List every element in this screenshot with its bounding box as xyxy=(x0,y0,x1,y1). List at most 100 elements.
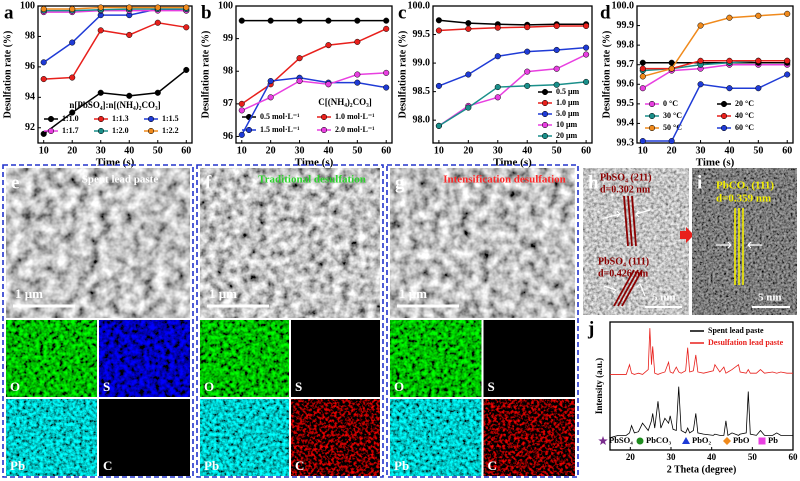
legend-label: 5.0 μm xyxy=(556,109,580,118)
data-point xyxy=(668,65,675,72)
y-tick-label: 99.9 xyxy=(617,20,635,31)
scale-label: 1 μm xyxy=(209,286,237,301)
data-point xyxy=(583,78,590,85)
transition-arrow xyxy=(680,227,694,243)
x-tick-label: 50 xyxy=(748,452,758,462)
data-point xyxy=(154,89,161,96)
series-line xyxy=(642,73,788,142)
x-tick-label: 10 xyxy=(434,145,444,156)
legend-label: 1:1.0 xyxy=(62,114,79,123)
y-tick-label: 99.0 xyxy=(413,57,431,68)
lattice-fringe xyxy=(617,269,639,307)
data-point xyxy=(40,130,47,137)
series-line xyxy=(438,19,587,26)
eds-map xyxy=(390,399,482,476)
y-tick-label: 98 xyxy=(25,31,35,42)
data-point xyxy=(755,85,762,92)
data-point xyxy=(639,137,646,145)
circle-symbol xyxy=(636,437,644,445)
y-tick-label: 99.8 xyxy=(617,39,635,50)
data-point xyxy=(494,53,501,60)
x-tick-label: 60 xyxy=(381,145,391,156)
series-line xyxy=(43,6,187,10)
data-point xyxy=(524,48,531,55)
sem-image xyxy=(6,168,190,318)
data-point xyxy=(126,92,133,99)
series-line xyxy=(438,81,587,127)
data-point xyxy=(465,25,472,32)
legend-marker xyxy=(541,88,549,96)
y-tick-label: 100.0 xyxy=(612,0,635,11)
legend-marker xyxy=(147,115,155,123)
data-point xyxy=(639,59,646,66)
plot-frame xyxy=(235,5,393,144)
data-point xyxy=(69,39,76,46)
series-line xyxy=(642,13,788,78)
legend-label: 1.0 μm xyxy=(556,98,580,107)
legend-marker xyxy=(97,115,105,123)
data-point xyxy=(383,69,390,76)
x-tick-label: 40 xyxy=(724,145,734,156)
series-line xyxy=(43,69,187,135)
eds-element-label: O xyxy=(394,379,404,394)
data-point xyxy=(354,79,361,86)
eds-element-label: Pb xyxy=(394,458,409,473)
data-point xyxy=(154,19,161,26)
plane-label: PbSO₄ (111) xyxy=(598,256,649,267)
x-tick-label: 20 xyxy=(667,145,677,156)
phase-legend-label: Pb xyxy=(768,435,778,445)
data-point xyxy=(755,12,762,19)
data-point xyxy=(784,10,791,17)
legend-marker xyxy=(245,126,253,134)
data-point xyxy=(296,17,303,24)
legend-label: Spent lead paste xyxy=(708,326,764,335)
x-axis-label: Time (s) xyxy=(295,157,334,169)
legend-label: 1:1.7 xyxy=(62,126,79,135)
diamond-symbol xyxy=(723,437,731,445)
series-line xyxy=(609,386,793,439)
y-tick-label: 98.0 xyxy=(413,114,431,125)
data-point xyxy=(726,14,733,21)
data-point xyxy=(553,65,560,72)
data-point xyxy=(435,27,442,34)
data-point xyxy=(267,94,274,101)
legend-marker xyxy=(47,127,55,135)
x-tick-label: 10 xyxy=(39,145,49,156)
data-point xyxy=(126,31,133,38)
panel-label: e xyxy=(11,172,19,193)
series-line xyxy=(610,328,793,375)
data-point xyxy=(354,38,361,45)
scale-label: 1 μm xyxy=(399,286,427,301)
eds-map xyxy=(200,320,289,397)
legend-marker xyxy=(97,127,105,135)
plane-label: PbSO₄ (211) xyxy=(600,172,652,183)
scale-label: 5 nm xyxy=(652,292,676,304)
series-line xyxy=(241,72,387,112)
y-axis-label: Intensity (a.u.) xyxy=(594,358,604,414)
y-tick-label: 99.3 xyxy=(617,137,635,148)
eds-element-label: Pb xyxy=(10,458,25,473)
triangle-symbol xyxy=(682,437,690,444)
panel-label: f xyxy=(205,172,212,193)
data-point xyxy=(435,17,442,24)
series-line xyxy=(241,77,387,136)
data-point xyxy=(668,137,675,145)
data-point xyxy=(639,65,646,72)
eds-map xyxy=(99,399,190,476)
data-point xyxy=(726,57,733,64)
eds-map xyxy=(390,320,482,397)
data-point xyxy=(97,27,104,34)
panel-label: g xyxy=(395,172,405,193)
legend-label: 2.0 mol·L⁻¹ xyxy=(335,125,375,134)
eds-element-label: S xyxy=(488,379,495,394)
data-point xyxy=(238,131,245,138)
legend-marker xyxy=(320,126,328,134)
data-point xyxy=(465,104,472,111)
legend-marker xyxy=(720,124,728,132)
legend-label: 0.5 μm xyxy=(556,87,580,96)
data-point xyxy=(183,66,190,73)
sem-panel-e: e Spent lead paste 1 μm O S Pb C xyxy=(2,164,194,478)
y-tick-label: 99.7 xyxy=(617,59,635,70)
eds-map xyxy=(483,320,575,397)
y-tick-label: 92 xyxy=(25,122,35,133)
